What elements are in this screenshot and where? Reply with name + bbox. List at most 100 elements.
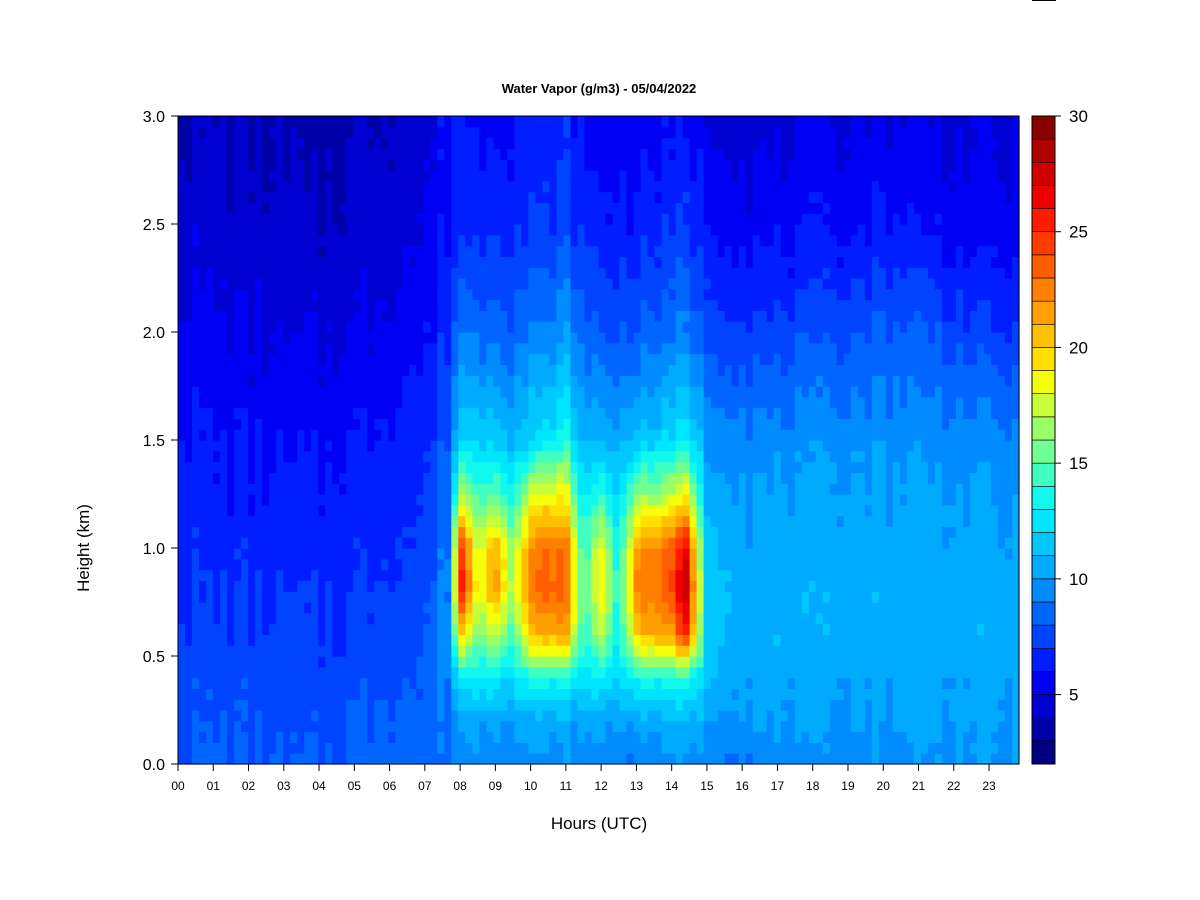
heatmap-cell: [227, 353, 235, 365]
heatmap-cell: [745, 429, 754, 441]
heatmap-cell: [465, 353, 473, 365]
heatmap-cell: [500, 342, 508, 355]
heatmap-cell: [500, 170, 508, 182]
heatmap-cell: [563, 742, 572, 754]
heatmap-cell: [395, 666, 403, 679]
heatmap-cell: [745, 483, 754, 495]
heatmap-cell: [661, 299, 670, 311]
heatmap-cell: [640, 116, 649, 128]
heatmap-cell: [276, 126, 284, 139]
heatmap-cell: [738, 450, 747, 463]
heatmap-cell: [640, 537, 649, 549]
heatmap-cell: [402, 504, 410, 517]
heatmap-cell: [388, 407, 396, 419]
heatmap-cell: [710, 731, 719, 743]
heatmap-cell: [206, 537, 214, 549]
heatmap-cell: [514, 245, 523, 257]
heatmap-cell: [416, 656, 424, 668]
heatmap-cell: [346, 116, 354, 128]
heatmap-cell: [570, 299, 579, 311]
heatmap-cell: [178, 364, 186, 376]
heatmap-cell: [500, 483, 508, 495]
heatmap-cell: [619, 126, 628, 139]
heatmap-cell: [199, 245, 207, 257]
heatmap-cell: [227, 321, 235, 333]
heatmap-cell: [479, 612, 487, 625]
heatmap-cell: [556, 720, 565, 733]
heatmap-cell: [710, 353, 719, 365]
heatmap-cell: [563, 472, 572, 484]
heatmap-cell: [388, 418, 396, 430]
heatmap-cell: [248, 375, 256, 387]
heatmap-cell: [738, 537, 747, 549]
heatmap-cell: [528, 267, 537, 279]
heatmap-cell: [591, 710, 600, 722]
heatmap-cell: [234, 483, 242, 495]
heatmap-cell: [500, 407, 508, 419]
heatmap-cell: [255, 580, 263, 592]
heatmap-cell: [262, 278, 270, 290]
heatmap-cell: [724, 126, 733, 139]
heatmap-cell: [346, 699, 354, 711]
heatmap-cell: [451, 396, 459, 409]
heatmap-cell: [353, 332, 361, 344]
heatmap-cell: [192, 602, 200, 614]
heatmap-cell: [472, 450, 480, 463]
heatmap-cell: [570, 353, 579, 365]
heatmap-cell: [339, 612, 347, 625]
heatmap-cell: [668, 159, 677, 171]
heatmap-cell: [444, 137, 452, 149]
heatmap-cell: [416, 645, 424, 657]
heatmap-cell: [633, 299, 642, 311]
heatmap-cell: [668, 677, 677, 689]
heatmap-cell: [430, 429, 438, 441]
heatmap-cell: [549, 591, 558, 603]
heatmap-cell: [465, 375, 473, 387]
heatmap-cell: [647, 429, 656, 441]
heatmap-cell: [563, 202, 572, 214]
heatmap-cell: [521, 418, 530, 430]
heatmap-cell: [360, 494, 368, 506]
heatmap-cell: [437, 440, 445, 452]
heatmap-cell: [640, 742, 649, 754]
heatmap-cell: [710, 364, 719, 376]
heatmap-cell: [409, 213, 417, 225]
heatmap-cell: [493, 710, 501, 722]
heatmap-cell: [507, 353, 515, 365]
heatmap-cell: [451, 234, 459, 247]
heatmap-cell: [206, 720, 214, 733]
heatmap-cell: [451, 364, 459, 376]
heatmap-cell: [276, 688, 284, 700]
heatmap-cell: [353, 645, 361, 657]
heatmap-cell: [612, 126, 621, 139]
heatmap-cell: [647, 148, 656, 160]
heatmap-cell: [311, 677, 319, 689]
heatmap-cell: [402, 191, 410, 203]
heatmap-cell: [738, 440, 747, 452]
heatmap-cell: [598, 256, 607, 268]
heatmap-cell: [528, 396, 537, 409]
heatmap-cell: [234, 213, 242, 225]
heatmap-cell: [297, 440, 305, 452]
heatmap-cell: [535, 753, 544, 765]
heatmap-cell: [500, 548, 508, 560]
heatmap-cell: [325, 278, 333, 290]
heatmap-cell: [535, 213, 544, 225]
heatmap-cell: [213, 310, 221, 322]
heatmap-cell: [598, 332, 607, 344]
heatmap-cell: [353, 170, 361, 182]
heatmap-cell: [584, 602, 593, 614]
heatmap-cell: [227, 483, 235, 495]
heatmap-cell: [248, 353, 256, 365]
heatmap-cell: [563, 753, 572, 765]
heatmap-cell: [731, 742, 740, 754]
heatmap-cell: [185, 677, 193, 689]
heatmap-cell: [528, 191, 537, 203]
heatmap-cell: [353, 699, 361, 711]
heatmap-cell: [367, 569, 375, 581]
heatmap-cell: [220, 170, 228, 182]
heatmap-cell: [668, 429, 677, 441]
heatmap-cell: [556, 591, 565, 603]
heatmap-cell: [290, 224, 298, 236]
heatmap-cell: [654, 494, 663, 506]
